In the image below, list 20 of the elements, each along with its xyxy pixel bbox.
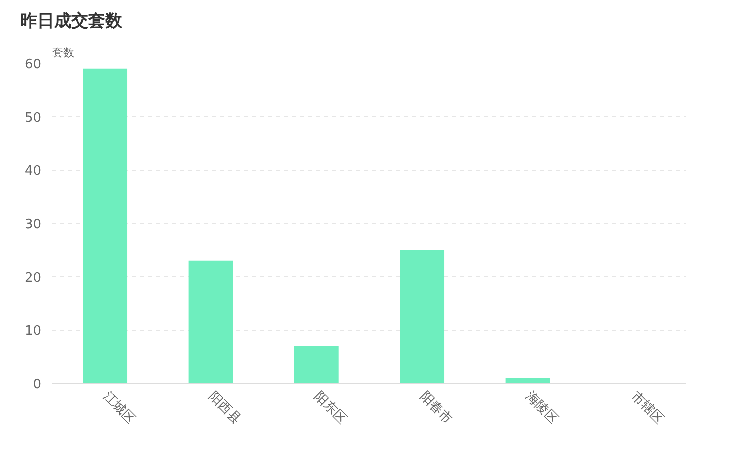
x-tick-label: 阳西县 bbox=[206, 389, 244, 428]
bar bbox=[400, 250, 445, 384]
x-tick-label: 江城区 bbox=[100, 389, 138, 428]
y-tick-label: 50 bbox=[24, 110, 42, 126]
y-tick-label: 60 bbox=[24, 58, 42, 72]
y-tick-label: 40 bbox=[24, 164, 42, 180]
bar bbox=[294, 346, 339, 384]
y-axis-title: 套数 bbox=[52, 46, 74, 60]
x-tick-label: 海陵区 bbox=[522, 389, 561, 428]
y-tick-label: 20 bbox=[24, 270, 42, 286]
chart-title: 昨日成交套数 bbox=[20, 12, 124, 32]
bar bbox=[83, 68, 128, 384]
y-tick-label: 30 bbox=[24, 218, 42, 232]
y-tick-label: 0 bbox=[33, 378, 42, 392]
y-tick-label: 10 bbox=[24, 324, 42, 340]
bar bbox=[188, 260, 234, 384]
x-tick-label: 阳东区 bbox=[311, 389, 350, 428]
x-tick-label: 市辖区 bbox=[628, 389, 667, 428]
bar bbox=[506, 378, 550, 384]
x-tick-label: 阳春市 bbox=[417, 389, 456, 428]
